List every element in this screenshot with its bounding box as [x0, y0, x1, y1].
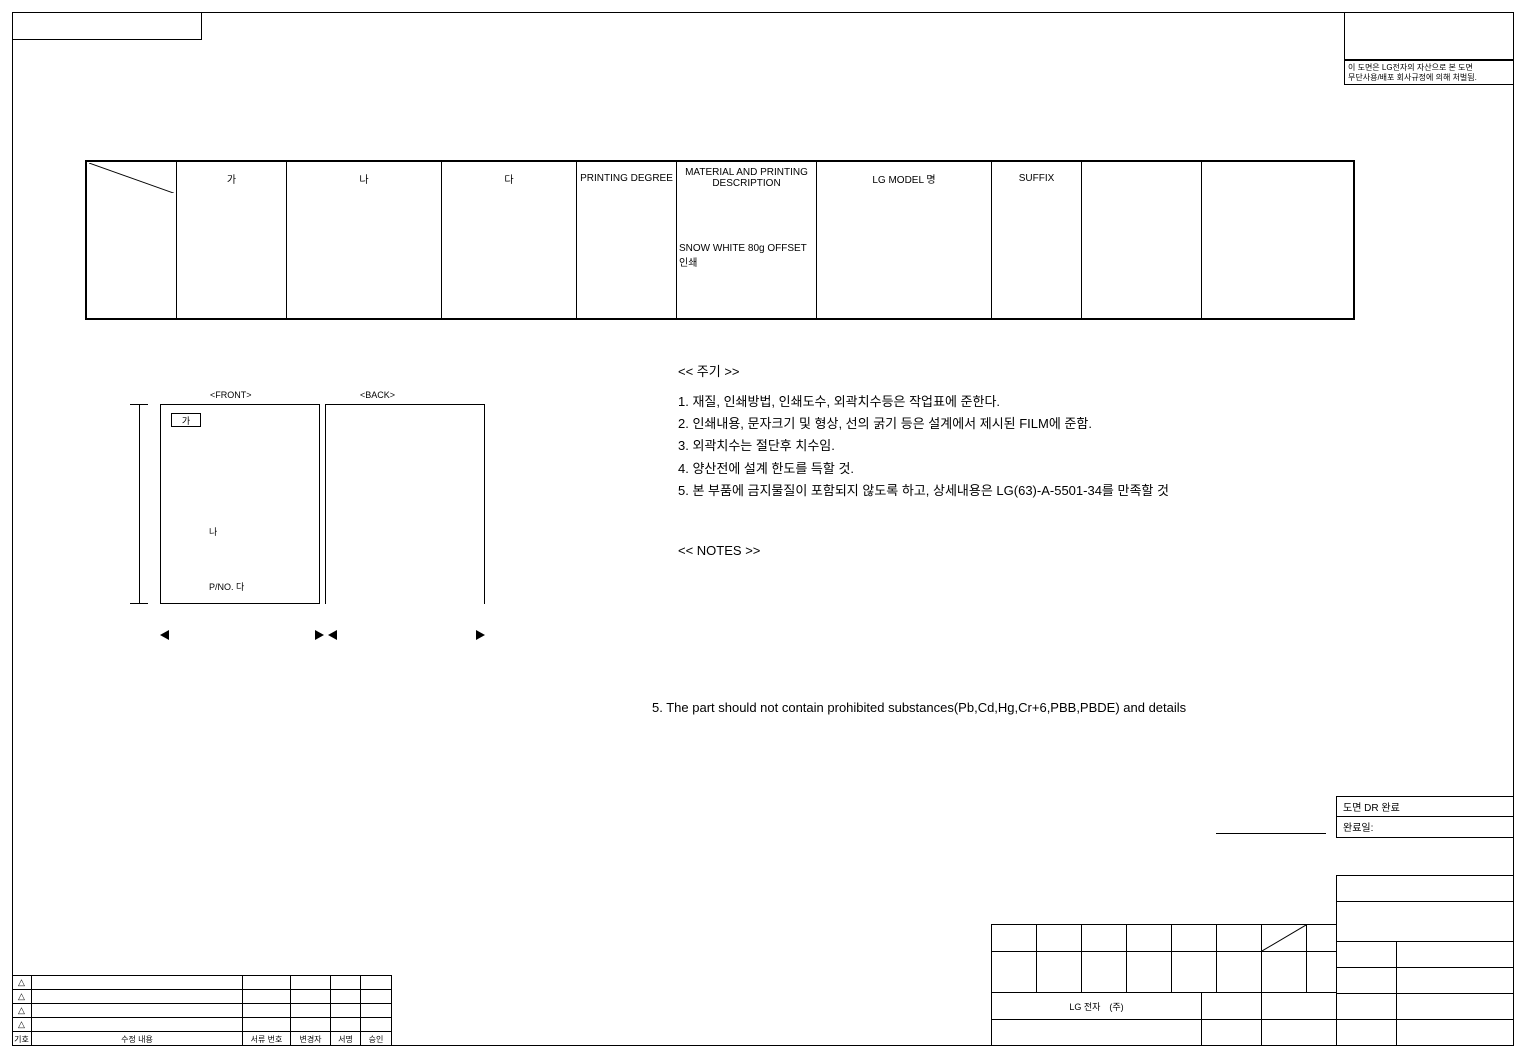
- rev-hdr-desc: 수정 내용: [32, 1032, 243, 1046]
- spec-col-9: [1202, 162, 1353, 318]
- center-mark: 나: [209, 525, 217, 538]
- note-2: 2. 인쇄내용, 문자크기 및 형상, 선의 굵기 등은 설계에서 제시된 FI…: [678, 414, 1378, 434]
- note-5: 5. 본 부품에 금지물질이 포함되지 않도록 하고, 상세내용은 LG(63)…: [678, 481, 1378, 501]
- hdr-model: LG MODEL 명: [817, 162, 991, 194]
- rev-hdr-mark: 기호: [12, 1032, 32, 1046]
- sheet-tag: 가: [171, 413, 201, 427]
- rev-hdr-changer: 변경자: [291, 1032, 331, 1046]
- confidentiality-stamp: 이 도면은 LG전자의 자산으로 본 도면 무단사용/배포 회사규정에 의해 처…: [1344, 60, 1514, 85]
- top-right-stamp-box: [1344, 12, 1514, 60]
- notes-en-heading: << NOTES >>: [678, 541, 1378, 561]
- hdr-9: [1202, 162, 1353, 194]
- hdr-material: MATERIAL AND PRINTING DESCRIPTION: [677, 162, 816, 194]
- dr-completion-box: 도면 DR 완료 완료일:: [1336, 796, 1514, 838]
- spec-col-material: MATERIAL AND PRINTING DESCRIPTION SNOW W…: [677, 162, 817, 318]
- spec-col-suffix: SUFFIX: [992, 162, 1082, 318]
- back-label: <BACK>: [360, 390, 395, 400]
- vertical-dimension: [130, 404, 148, 604]
- horizontal-dimension: [160, 628, 485, 642]
- body-material: SNOW WHITE 80g OFFSET 인쇄: [677, 194, 816, 318]
- company-name: LG 전자 (주): [992, 993, 1202, 1019]
- hdr-da: 다: [442, 162, 576, 194]
- spec-col-index: [87, 162, 177, 318]
- rev-hdr-docno: 서류 번호: [243, 1032, 291, 1046]
- dr-row1: 도면 DR 완료: [1337, 797, 1513, 817]
- hdr-printing-degree: PRINTING DEGREE: [577, 162, 676, 194]
- spec-col-da: 다: [442, 162, 577, 318]
- spec-col-model: LG MODEL 명: [817, 162, 992, 318]
- dr-signature-line: [1216, 816, 1326, 834]
- note-1: 1. 재질, 인쇄방법, 인쇄도수, 외곽치수등은 작업표에 준한다.: [678, 392, 1378, 412]
- notes-heading: << 주기 >>: [678, 362, 1378, 382]
- stamp-line1: 이 도면은 LG전자의 자산으로 본 도면: [1348, 63, 1510, 73]
- title-block: LG 전자 (주): [991, 924, 1336, 1046]
- right-title-block: [1336, 875, 1514, 1046]
- note-3: 3. 외곽치수는 절단후 치수임.: [678, 436, 1378, 456]
- notes-korean: << 주기 >> 1. 재질, 인쇄방법, 인쇄도수, 외곽치수등은 작업표에 …: [678, 362, 1378, 561]
- spec-table: 가 나 다 PRINTING DEGREE MATERIAL AND PRINT…: [85, 160, 1355, 320]
- rev-mark: △: [12, 976, 32, 989]
- hdr-suffix: SUFFIX: [992, 162, 1081, 194]
- spec-col-ga: 가: [177, 162, 287, 318]
- spec-col-na: 나: [287, 162, 442, 318]
- back-sheet: [325, 404, 485, 604]
- spec-col-printing-degree: PRINTING DEGREE: [577, 162, 677, 318]
- front-label: <FRONT>: [210, 390, 252, 400]
- rev-mark: △: [12, 1004, 32, 1017]
- part-number-label: P/NO. 다: [209, 580, 244, 593]
- hdr-na: 나: [287, 162, 441, 194]
- rev-mark: △: [12, 990, 32, 1003]
- note-4: 4. 양산전에 설계 한도를 득할 것.: [678, 459, 1378, 479]
- rev-hdr-sign: 서명: [331, 1032, 361, 1046]
- hdr-ga: 가: [177, 162, 286, 194]
- front-sheet: 가 나 P/NO. 다: [160, 404, 320, 604]
- sketch-area: <FRONT> <BACK> 가 나 P/NO. 다: [130, 390, 500, 650]
- english-note-5: 5. The part should not contain prohibite…: [652, 700, 1186, 715]
- dr-row2: 완료일:: [1337, 817, 1513, 837]
- hdr-8: [1082, 162, 1201, 194]
- rev-hdr-approve: 승인: [361, 1032, 391, 1046]
- top-left-box: [12, 12, 202, 40]
- revision-block: △ △ △ △ 기호 수정 내용 서류 번호 변경자 서명 승인: [12, 975, 392, 1046]
- rev-mark: △: [12, 1018, 32, 1031]
- stamp-line2: 무단사용/배포 회사규정에 의해 처벌됨.: [1348, 73, 1510, 83]
- spec-col-8: [1082, 162, 1202, 318]
